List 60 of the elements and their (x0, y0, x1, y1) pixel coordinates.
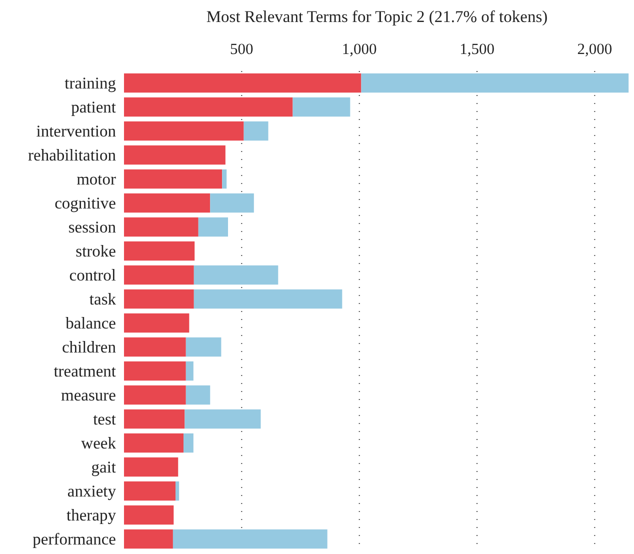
y-tick-label: measure (61, 385, 116, 404)
y-tick-label: motor (76, 169, 116, 188)
bar (222, 169, 227, 189)
bar (124, 121, 244, 141)
bar (184, 433, 194, 453)
bar (361, 73, 629, 93)
bar (198, 217, 228, 237)
y-tick-label: gait (91, 457, 116, 476)
bar (124, 97, 293, 117)
bar (124, 529, 173, 549)
chart-title: Most Relevant Terms for Topic 2 (21.7% of tokens) (206, 7, 548, 26)
y-tick-label: task (89, 289, 117, 308)
bar (124, 505, 174, 525)
bar (172, 529, 328, 549)
bar (186, 385, 210, 405)
bar (292, 97, 350, 117)
y-tick-label: test (93, 409, 116, 428)
y-tick-label: control (69, 265, 116, 284)
y-tick-label: rehabilitation (28, 145, 116, 164)
y-tick-label: balance (66, 313, 116, 332)
bar (124, 337, 186, 357)
bar (124, 481, 176, 501)
bar (194, 289, 342, 309)
bar (176, 481, 180, 501)
y-tick-label: cognitive (54, 193, 116, 212)
bar (124, 409, 185, 429)
bar (124, 73, 362, 93)
x-tick-label: 1,500 (460, 41, 495, 58)
bar (124, 385, 186, 405)
bar (210, 193, 254, 213)
bar (194, 265, 278, 285)
y-tick-label: anxiety (67, 481, 117, 500)
bar (244, 121, 268, 141)
y-tick-label: session (68, 217, 116, 236)
bar (186, 361, 194, 381)
y-tick-label: performance (32, 529, 116, 548)
y-tick-label: training (64, 73, 116, 92)
bar (124, 193, 210, 213)
bar (124, 169, 222, 189)
y-tick-label: stroke (76, 241, 116, 260)
bar (124, 145, 226, 165)
bar (124, 457, 178, 477)
bar (124, 289, 194, 309)
y-tick-label: children (62, 337, 116, 356)
y-tick-label: intervention (36, 121, 116, 140)
y-tick-label: week (81, 433, 117, 452)
bar (124, 313, 190, 333)
x-tick-label: 1,000 (342, 41, 378, 58)
bar (124, 217, 198, 237)
y-tick-label: therapy (66, 505, 117, 524)
bar (124, 265, 194, 285)
bar (124, 361, 186, 381)
x-tick-label: 500 (230, 41, 254, 58)
bar (124, 241, 195, 261)
y-tick-label: patient (71, 97, 116, 116)
x-tick-label: 2,000 (577, 41, 612, 58)
y-tick-label: treatment (54, 361, 116, 380)
bar (184, 409, 261, 429)
bar (186, 337, 222, 357)
bar (124, 433, 184, 453)
